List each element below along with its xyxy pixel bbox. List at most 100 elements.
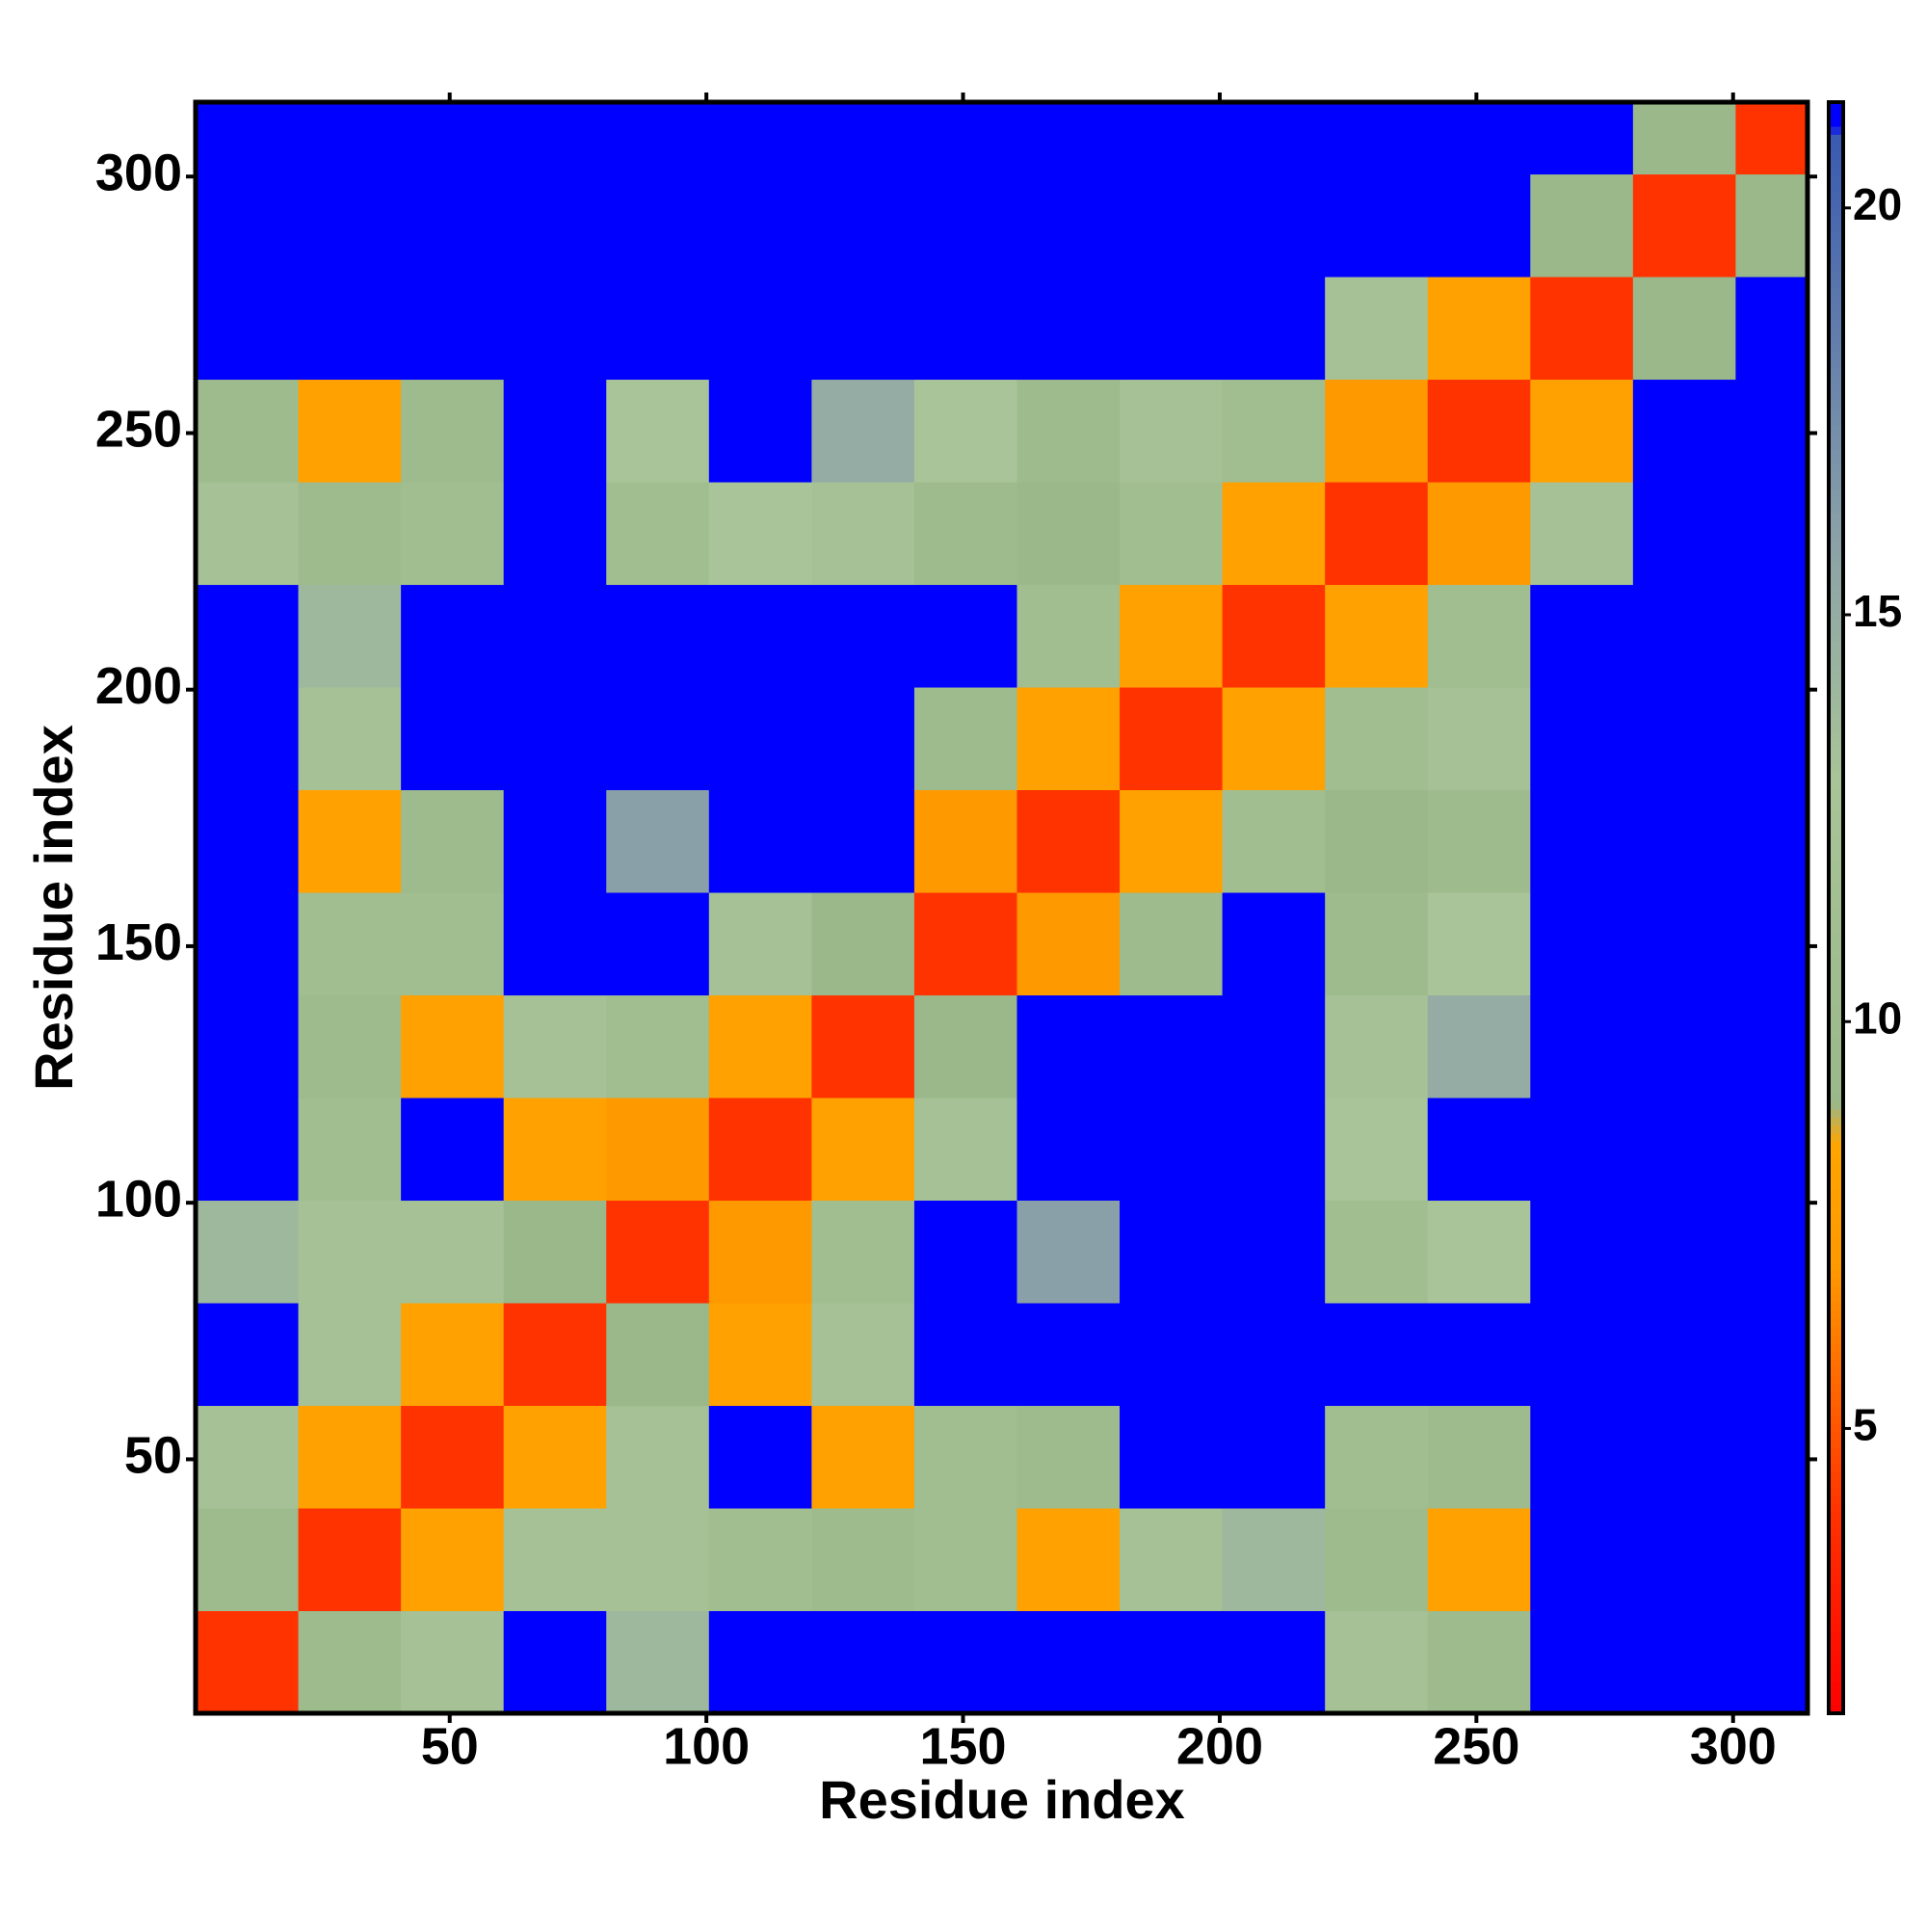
heatmap-cell <box>1120 1508 1224 1612</box>
heatmap-cell <box>913 379 1017 483</box>
colorbar-step <box>1829 988 1843 997</box>
heatmap-cell <box>1016 1405 1121 1509</box>
colorbar-step <box>1829 1584 1843 1594</box>
heatmap-cell <box>708 687 812 791</box>
colorbar-step <box>1829 1076 1843 1086</box>
heatmap-cell <box>1120 277 1224 381</box>
heatmap-cell <box>606 892 710 996</box>
heatmap-cell <box>1325 102 1429 175</box>
colorbar-step <box>1829 714 1843 724</box>
heatmap-cell <box>298 994 402 1098</box>
colorbar-step <box>1829 1479 1843 1489</box>
heatmap-cell <box>1325 1200 1429 1304</box>
heatmap-cell <box>503 277 607 381</box>
x-tick-label: 200 <box>1176 1717 1263 1775</box>
colorbar-step <box>1829 174 1843 184</box>
colorbar-step <box>1829 384 1843 393</box>
colorbar-tick-label: 10 <box>1853 992 1902 1043</box>
heatmap-cell <box>811 379 915 483</box>
colorbar-step <box>1829 489 1843 498</box>
colorbar-step <box>1829 190 1843 199</box>
heatmap-cell <box>1120 482 1224 586</box>
colorbar-step <box>1829 810 1843 820</box>
colorbar-step <box>1829 770 1843 780</box>
colorbar-step <box>1829 666 1843 675</box>
colorbar-step <box>1829 980 1843 990</box>
heatmap-cell <box>1427 584 1531 688</box>
heatmap-cell <box>503 584 607 688</box>
heatmap-cell <box>913 994 1017 1098</box>
heatmap-cell <box>708 892 812 996</box>
heatmap-cell <box>1120 789 1224 893</box>
colorbar-step <box>1829 505 1843 514</box>
colorbar-step <box>1829 899 1843 909</box>
heatmap-cell <box>1222 1508 1326 1612</box>
heatmap-cell <box>1325 277 1429 381</box>
colorbar-step <box>1829 569 1843 578</box>
colorbar-step <box>1829 1093 1843 1102</box>
heatmap-cell <box>1735 1200 1808 1304</box>
heatmap-cell <box>1120 1405 1224 1509</box>
heatmap-cell <box>401 1508 505 1612</box>
heatmap-cell <box>401 687 505 791</box>
colorbar-step <box>1829 690 1843 700</box>
heatmap-cell <box>196 482 300 586</box>
colorbar-step <box>1829 1173 1843 1182</box>
heatmap-cell <box>708 379 812 483</box>
colorbar-step <box>1829 198 1843 208</box>
heatmap-cell <box>401 482 505 586</box>
heatmap-cell <box>1632 1200 1736 1304</box>
heatmap-cell <box>503 1405 607 1509</box>
colorbar-step <box>1829 537 1843 546</box>
heatmap-cell <box>1632 379 1736 483</box>
colorbar-step <box>1829 585 1843 595</box>
colorbar-step <box>1829 1390 1843 1400</box>
heatmap-cell <box>708 994 812 1098</box>
heatmap-cell <box>1427 1303 1531 1407</box>
heatmap-cell <box>1427 1098 1531 1202</box>
heatmap-cell <box>1530 892 1634 996</box>
colorbar-step <box>1829 1294 1843 1304</box>
colorbar-step <box>1829 779 1843 788</box>
y-axis-label: Residue index <box>23 725 84 1091</box>
heatmap-cell <box>606 102 710 175</box>
heatmap-cell <box>1325 1610 1429 1714</box>
colorbar-step <box>1829 1270 1843 1280</box>
colorbar-step <box>1829 158 1843 168</box>
heatmap-cell <box>298 1405 402 1509</box>
colorbar-step <box>1829 1045 1843 1053</box>
colorbar-step <box>1829 746 1843 755</box>
heatmap-cell <box>1632 482 1736 586</box>
colorbar-step <box>1829 1455 1843 1465</box>
heatmap-cell <box>913 892 1017 996</box>
heatmap-cell <box>1222 173 1326 278</box>
heatmap-cell <box>708 584 812 688</box>
heatmap-cell <box>1632 102 1736 175</box>
heatmap-cell <box>1016 379 1121 483</box>
heatmap-cell <box>401 1405 505 1509</box>
heatmap-cell <box>1735 1508 1808 1612</box>
heatmap-cell <box>1735 1610 1808 1714</box>
heatmap-cell <box>1016 584 1121 688</box>
colorbar-step <box>1829 561 1843 570</box>
colorbar-step <box>1829 142 1843 151</box>
heatmap-cell <box>1530 102 1634 175</box>
heatmap-cell <box>811 1508 915 1612</box>
heatmap-cell <box>1222 482 1326 586</box>
heatmap-cell <box>811 277 915 381</box>
heatmap-cell <box>606 789 710 893</box>
heatmap-cell <box>1016 277 1121 381</box>
heatmap-cell <box>1427 1405 1531 1509</box>
heatmap-cell <box>503 1098 607 1202</box>
colorbar-step <box>1829 278 1843 288</box>
heatmap-cell <box>811 173 915 278</box>
heatmap-cell <box>503 1508 607 1612</box>
colorbar-step <box>1829 496 1843 506</box>
heatmap-cell <box>913 1508 1017 1612</box>
heatmap-cell <box>1530 1200 1634 1304</box>
heatmap-cell <box>1016 482 1121 586</box>
colorbar-step <box>1829 1527 1843 1537</box>
heatmap-cell <box>1632 277 1736 381</box>
colorbar-step <box>1829 319 1843 329</box>
heatmap-cell <box>196 892 300 996</box>
